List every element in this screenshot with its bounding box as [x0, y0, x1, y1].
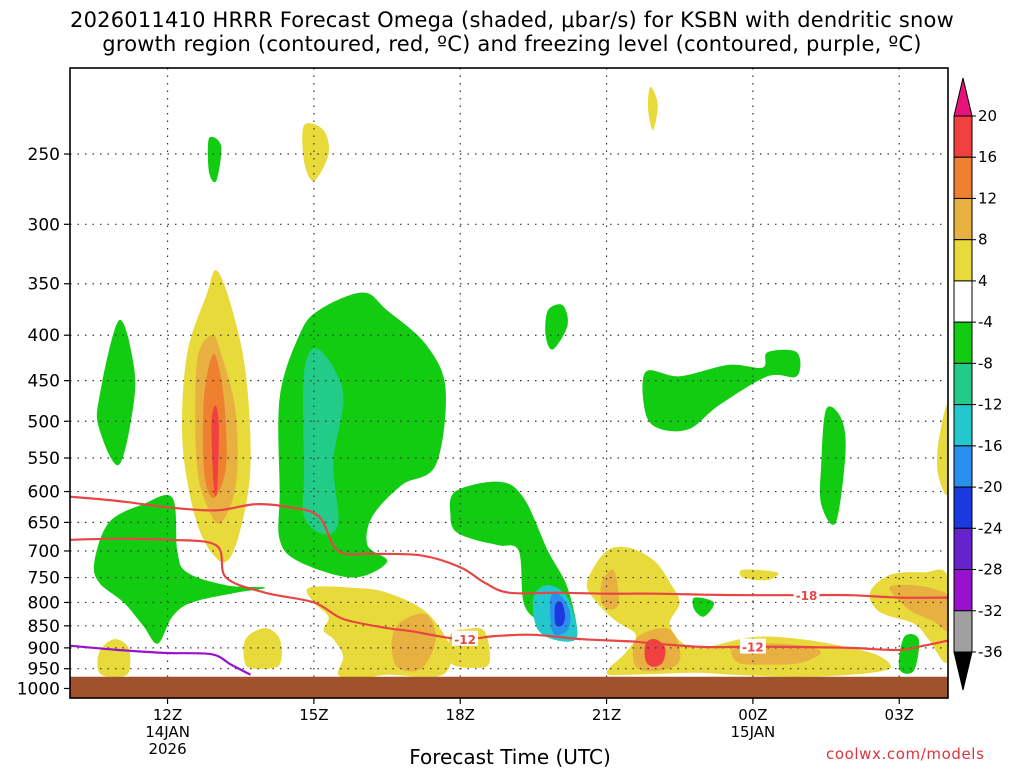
x-tick-label-24: 00Z	[738, 706, 767, 724]
x-tick-label-18: 18Z	[446, 706, 475, 724]
y-tick-label-1000: 1000	[17, 679, 60, 699]
y-tick-label-300: 300	[28, 215, 60, 235]
chart-title-line2: growth region (contoured, red, ºC) and f…	[102, 32, 922, 56]
omega-region-green-right-col	[819, 406, 846, 525]
contour-label-2: -18	[796, 589, 818, 603]
colorbar-bin-top	[953, 77, 973, 117]
omega-region-green-left-mid	[96, 319, 136, 466]
y-tick-label-250: 250	[28, 145, 60, 165]
omega-region-yellow-top-small-1	[302, 123, 330, 181]
x-tick-sublabel-24: 15JAN	[731, 723, 776, 741]
colorbar: 20 16 12 8 4 -4 -8 -12 -16 -20 -24 -28 -32 -36	[953, 77, 1003, 691]
contour-label-bg-1	[739, 638, 766, 654]
colorbar-bin-0	[953, 115, 973, 158]
x-tick-label-15: 15Z	[299, 706, 328, 724]
chart-title-line1: 2026011410 HRRR Forecast Omega (shaded, …	[70, 8, 954, 32]
y-tick-label-900: 900	[28, 639, 60, 659]
y-tick-label-450: 450	[28, 372, 60, 392]
omega-region-yellow-bottom-left	[97, 639, 131, 677]
colorbar-label-11: -28	[978, 561, 1003, 579]
contour-freezing-level-purple	[70, 644, 251, 676]
omega-region-green-top-small	[207, 136, 222, 183]
contour-label-bg-0	[452, 630, 479, 646]
omega-region-teal-center	[302, 348, 344, 535]
colorbar-bin-1	[953, 156, 973, 199]
omega-region-darkblue-core	[554, 601, 566, 627]
y-tick-label-400: 400	[28, 326, 60, 346]
x-tick-label-27: 03Z	[885, 706, 914, 724]
x-tick-sublabel2-12: 2026	[148, 740, 186, 758]
colorbar-label-1: 16	[978, 148, 997, 166]
omega-region-green-right-small	[898, 634, 920, 674]
omega-fill-layer	[93, 86, 948, 679]
omega-region-yellow-bottom-left-2	[243, 628, 282, 669]
colorbar-bin-3	[953, 239, 973, 282]
omega-region-yellow-top-tiny	[647, 86, 658, 131]
colorbar-label-6: -8	[978, 354, 993, 372]
colorbar-bin-bottom	[953, 651, 973, 691]
colorbar-label-5: -4	[978, 313, 993, 331]
y-tick-label-550: 550	[28, 449, 60, 469]
omega-region-red-22z	[644, 639, 666, 667]
credit-link[interactable]: coolwx.com/models	[826, 745, 985, 763]
x-tick-label-12: 12Z	[153, 706, 182, 724]
colorbar-bin-12	[953, 610, 973, 653]
colorbar-label-0: 20	[978, 107, 997, 125]
omega-region-orange-bottom-big	[391, 613, 436, 672]
omega-region-green-top-right	[545, 304, 568, 350]
y-tick-label-800: 800	[28, 593, 60, 613]
colorbar-label-4: 4	[978, 272, 988, 290]
contour-label-0: -12	[454, 633, 476, 647]
omega-region-red-tall-core	[211, 405, 219, 497]
omega-region-orange-03z	[889, 584, 948, 632]
y-tick-label-750: 750	[28, 569, 60, 589]
y-tick-label-950: 950	[28, 660, 60, 680]
colorbar-label-2: 12	[978, 189, 997, 207]
contour-label-bg-2	[793, 587, 820, 603]
y-tick-label-350: 350	[28, 275, 60, 295]
omega-region-orange-21z	[600, 569, 619, 610]
colorbar-label-12: -32	[978, 602, 1003, 620]
omega-region-green-tiny-2	[692, 597, 715, 617]
y-tick-label-700: 700	[28, 542, 60, 562]
colorbar-bin-8	[953, 445, 973, 488]
colorbar-bin-4	[953, 280, 973, 323]
colorbar-bin-5	[953, 321, 973, 364]
omega-region-yellow-tiny-2	[739, 569, 779, 581]
y-tick-label-850: 850	[28, 617, 60, 637]
contour-dgz-lower-red	[70, 537, 948, 652]
chart-title: 2026011410 HRRR Forecast Omega (shaded, …	[0, 8, 1024, 56]
colorbar-bin-9	[953, 486, 973, 529]
contour-dgz-upper-red	[70, 495, 948, 599]
colorbar-label-13: -36	[978, 643, 1003, 661]
plot-frame	[69, 67, 949, 699]
contour-label-1: -12	[742, 641, 764, 655]
colorbar-label-9: -20	[978, 478, 1003, 496]
x-tick-sublabel-12: 14JAN	[145, 723, 190, 741]
colorbar-label-3: 8	[978, 231, 988, 249]
colorbar-label-8: -16	[978, 437, 1003, 455]
y-tick-label-600: 600	[28, 483, 60, 503]
colorbar-label-7: -12	[978, 396, 1003, 414]
x-tick-label-21: 21Z	[592, 706, 621, 724]
omega-region-yellow-right-edge	[937, 404, 948, 495]
y-tick-label-500: 500	[28, 412, 60, 432]
axis-layer: 2503003504004505005506006507007508008509…	[17, 67, 949, 758]
ground-fill	[70, 676, 948, 698]
y-tick-label-650: 650	[28, 513, 60, 533]
contour-layer: -12 -12 -18	[70, 495, 948, 676]
ground-layer	[70, 676, 948, 698]
colorbar-bin-11	[953, 569, 973, 612]
colorbar-label-10: -24	[978, 519, 1003, 537]
x-axis-label: Forecast Time (UTC)	[409, 745, 611, 769]
colorbar-bin-10	[953, 527, 973, 571]
colorbar-bin-7	[953, 404, 973, 447]
omega-region-green-lower-left	[93, 495, 266, 644]
omega-region-green-mid-right	[642, 349, 801, 432]
colorbar-bin-6	[953, 362, 973, 406]
colorbar-bin-2	[953, 197, 973, 241]
